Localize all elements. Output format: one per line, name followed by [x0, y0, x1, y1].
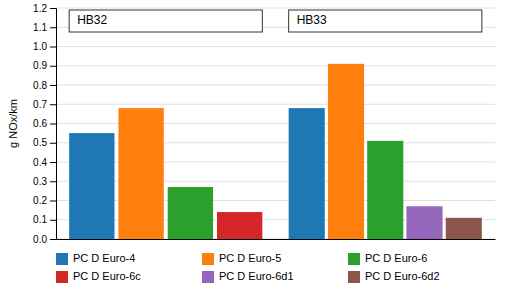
tick: 1.1	[33, 22, 56, 33]
grid-line	[56, 46, 495, 47]
legend-swatch	[56, 253, 68, 265]
tick-label: 0.7	[33, 99, 47, 110]
bar	[118, 108, 163, 239]
y-axis: 0.0 0.1 0.2 0.3 0.4 0.5 0.6 0.7 0.8 0.9 1.0 1.1 1.2	[33, 3, 56, 245]
tick-mark	[50, 201, 56, 202]
tick: 0.4	[33, 157, 56, 168]
legend-item: PC D Euro-6d2	[348, 270, 440, 283]
legend-item: PC D Euro-6d1	[202, 270, 294, 283]
tick-label: 0.1	[33, 214, 47, 225]
tick-label: 0.0	[33, 234, 47, 245]
tick-mark	[50, 47, 56, 48]
tick-mark	[50, 181, 56, 182]
tick: 0.0	[33, 234, 56, 245]
bar	[168, 187, 213, 239]
tick-mark	[50, 66, 56, 67]
tick-mark	[50, 143, 56, 144]
tick-label: 0.9	[33, 60, 47, 71]
bar	[406, 206, 442, 239]
axis-line	[57, 239, 496, 240]
bar	[446, 218, 482, 239]
legend-swatch	[202, 271, 214, 283]
tick: 0.1	[33, 214, 56, 225]
bar	[367, 141, 403, 239]
legend: PC D Euro-4 PC D Euro-5 PC D Euro-6 PC D Eu…	[56, 252, 440, 283]
legend-label: PC D Euro-6d1	[219, 270, 294, 282]
tick: 0.6	[33, 118, 56, 129]
tick-mark	[50, 220, 56, 221]
legend-item: PC D Euro-4	[56, 252, 135, 265]
grid	[56, 8, 495, 239]
tick-label: 1.2	[33, 3, 47, 14]
legend-swatch	[348, 271, 360, 283]
tick: 0.7	[33, 99, 56, 110]
tick-label: 0.6	[33, 118, 47, 129]
category-headers: HB32 HB33	[69, 10, 482, 32]
tick: 0.2	[33, 195, 56, 206]
tick: 1.0	[33, 41, 56, 52]
legend-swatch	[348, 253, 360, 265]
tick-mark	[50, 27, 56, 28]
tick-mark	[50, 239, 56, 240]
legend-swatch	[56, 271, 68, 283]
grid-line	[56, 65, 495, 66]
tick-label: 0.2	[33, 195, 47, 206]
tick-mark	[50, 124, 56, 125]
grid-line	[56, 85, 495, 86]
legend-label: PC D Euro-6d2	[365, 270, 440, 282]
chart: 0.0 0.1 0.2 0.3 0.4 0.5 0.6 0.7 0.8 0.9 1.0 1.1 1.2 H…	[0, 0, 507, 293]
tick: 1.2	[33, 3, 56, 14]
legend-item: PC D Euro-6c	[56, 270, 141, 283]
bar	[69, 133, 114, 239]
legend-swatch	[202, 253, 214, 265]
tick-label: 0.4	[33, 157, 47, 168]
tick: 0.5	[33, 137, 56, 148]
legend-label: PC D Euro-6c	[73, 270, 141, 282]
tick-mark	[50, 162, 56, 163]
tick: 0.8	[33, 80, 56, 91]
tick-label: 1.1	[33, 22, 47, 33]
tick-label: 0.5	[33, 137, 47, 148]
tick-mark	[50, 104, 56, 105]
tick-label: 1.0	[33, 41, 47, 52]
tick-mark	[50, 8, 56, 9]
bar	[217, 212, 262, 239]
legend-item: PC D Euro-6	[348, 252, 427, 265]
legend-label: PC D Euro-5	[219, 252, 281, 264]
x-axis	[57, 239, 496, 240]
bars	[69, 64, 482, 239]
category-label: HB32	[77, 13, 107, 27]
legend-label: PC D Euro-4	[73, 252, 135, 264]
category-label: HB33	[297, 13, 327, 27]
legend-label: PC D Euro-6	[365, 252, 427, 264]
tick-label: 0.3	[33, 176, 47, 187]
tick: 0.3	[33, 176, 56, 187]
category-box	[289, 10, 482, 32]
plot: 0.0 0.1 0.2 0.3 0.4 0.5 0.6 0.7 0.8 0.9 1.0 1.1 1.2 H…	[33, 3, 495, 245]
grid-line	[56, 8, 495, 9]
grid-line	[56, 104, 495, 105]
bar	[328, 64, 364, 239]
axis-line	[50, 9, 57, 240]
y-axis-title: g NOx/km	[7, 99, 19, 148]
tick: 0.9	[33, 60, 56, 71]
legend-item: PC D Euro-5	[202, 252, 281, 265]
category-box	[69, 10, 262, 32]
tick-mark	[50, 85, 56, 86]
tick-label: 0.8	[33, 80, 47, 91]
bar	[289, 108, 325, 239]
